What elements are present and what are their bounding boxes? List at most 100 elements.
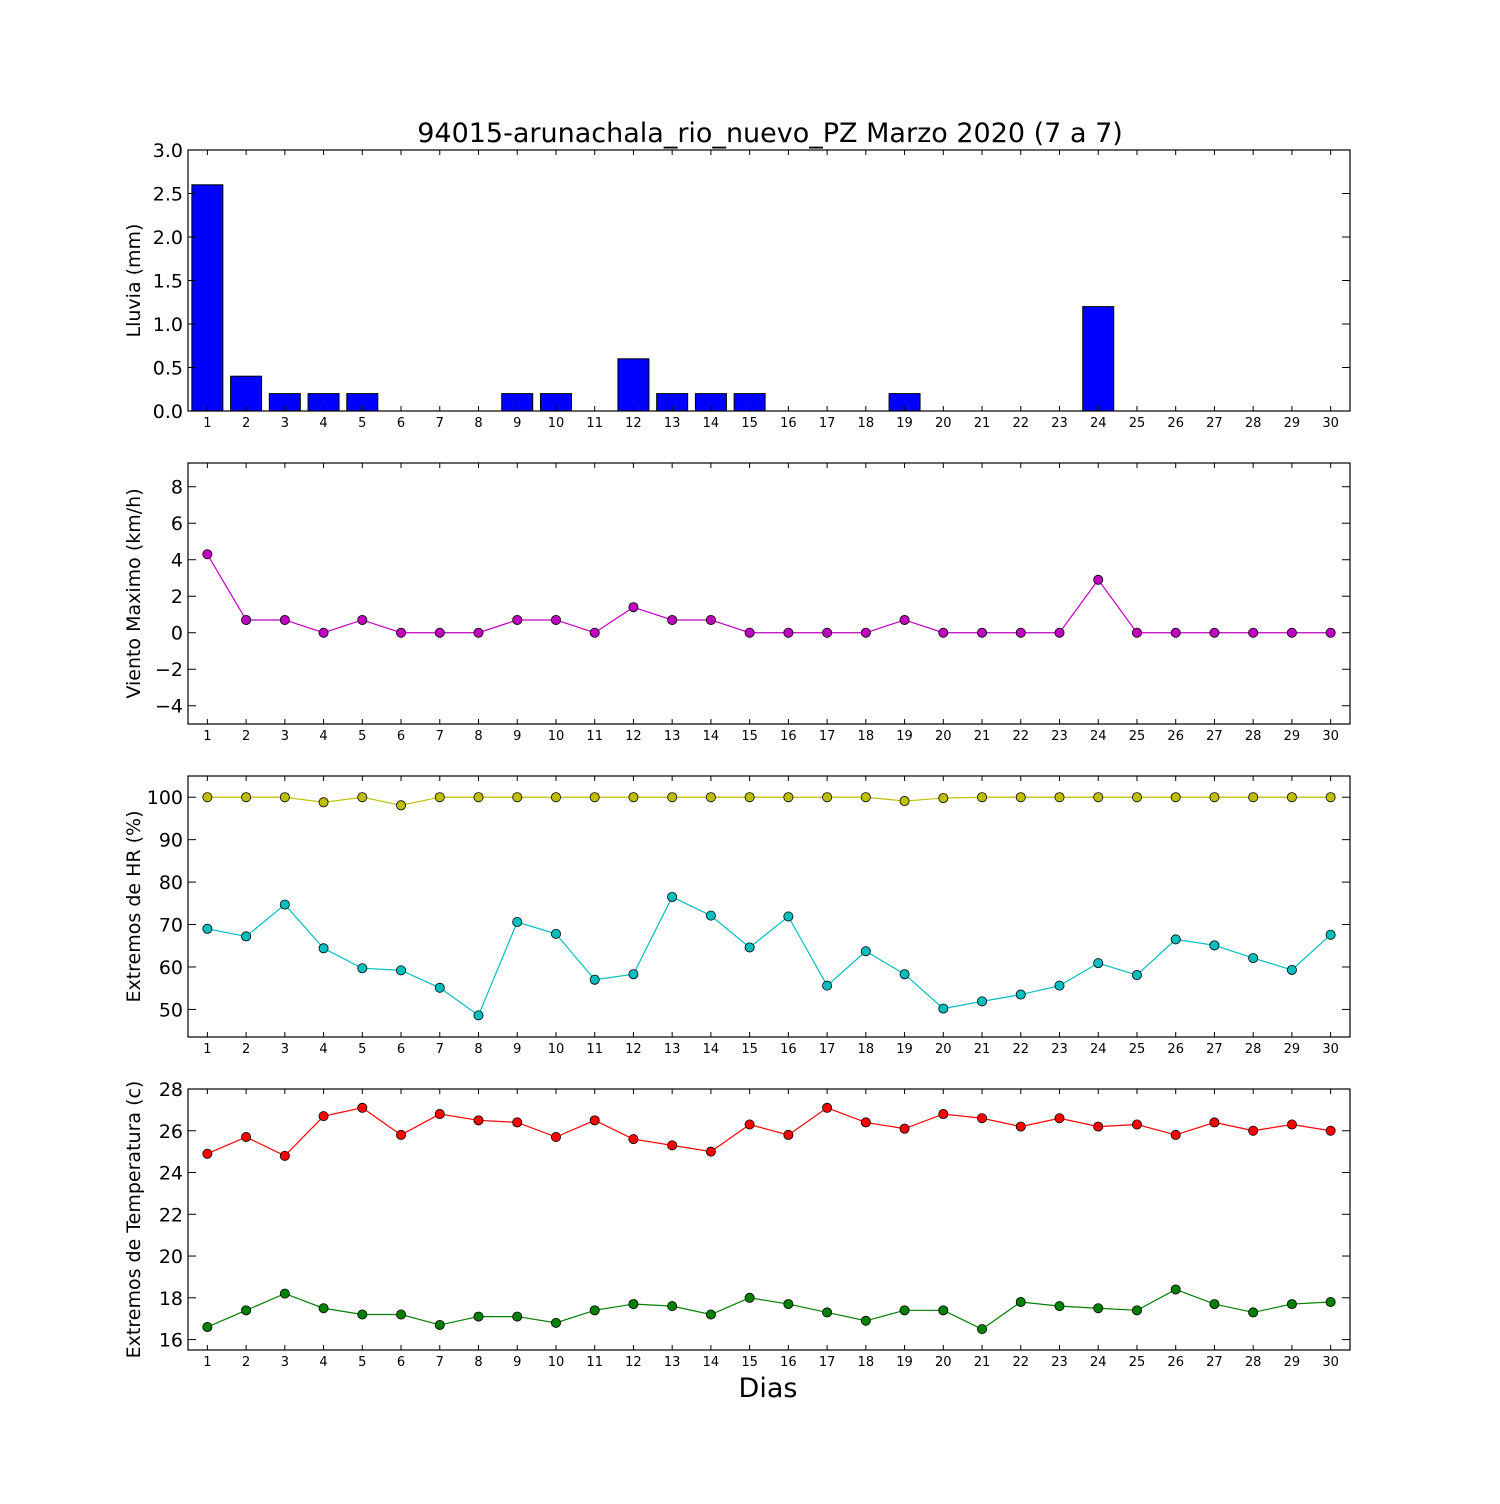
data-point: [1286, 792, 1297, 803]
data-point: [1054, 792, 1065, 803]
data-point: [241, 792, 252, 803]
x-tick-label: 2: [242, 1355, 250, 1370]
x-tick-label: 8: [474, 1355, 482, 1370]
data-point: [628, 1134, 639, 1145]
data-point: [1248, 627, 1259, 638]
data-point: [550, 792, 561, 803]
data-point: [705, 792, 716, 803]
x-tick-label: 28: [1245, 1355, 1262, 1370]
data-point: [667, 1140, 678, 1151]
data-point: [1248, 1307, 1259, 1318]
data-point: [977, 1324, 988, 1335]
x-tick-label: 5: [358, 729, 366, 744]
data-point: [628, 1299, 639, 1310]
data-point: [550, 1132, 561, 1143]
x-tick-label: 14: [703, 1355, 720, 1370]
data-point: [628, 969, 639, 980]
y-tick-label: 18: [159, 1288, 183, 1310]
y-tick-label: 0: [171, 623, 183, 645]
data-point: [318, 1303, 329, 1314]
axes-frame: [187, 775, 1351, 1038]
x-tick-label: 30: [1322, 729, 1339, 744]
y-axis-label: Viento Maximo (km/h): [123, 488, 145, 698]
x-tick-label: 7: [436, 1042, 444, 1057]
data-point: [1325, 1125, 1336, 1136]
x-tick-label: 19: [896, 1355, 913, 1370]
data-point: [744, 627, 755, 638]
data-point: [1093, 958, 1104, 969]
data-point: [1325, 1296, 1336, 1307]
x-tick-label: 18: [858, 1042, 875, 1057]
subplot-3: 1 2 3 4 5 6 7 8 9 10 11 12 13 14 15 16 17 18 19 20 21 22 23 24 2…: [123, 775, 1351, 1057]
data-point: [396, 1129, 407, 1140]
data-point: [279, 899, 290, 910]
x-tick-label: 2: [242, 416, 250, 431]
y-tick-label: 2: [171, 586, 183, 608]
data-point: [1093, 792, 1104, 803]
data-point: [396, 965, 407, 976]
series-line-1: [206, 553, 1331, 634]
data-point: [1286, 627, 1297, 638]
x-tick-label: 19: [896, 416, 913, 431]
x-tick-label: 29: [1284, 1042, 1301, 1057]
data-point: [822, 1307, 833, 1318]
data-point: [860, 1315, 871, 1326]
data-point: [1054, 1301, 1065, 1312]
x-tick-label: 23: [1051, 729, 1068, 744]
data-point: [705, 614, 716, 625]
y-tick-label: −4: [155, 696, 183, 718]
data-point: [938, 1109, 949, 1120]
data-point: [279, 614, 290, 625]
x-tick-label: 11: [586, 416, 603, 431]
x-tick-label: 24: [1090, 416, 1107, 431]
x-tick-label: 23: [1051, 1355, 1068, 1370]
y-tick-label: 0.5: [153, 358, 183, 380]
x-tick-label: 4: [319, 729, 327, 744]
data-point: [1054, 627, 1065, 638]
y-tick-label: 2.0: [153, 227, 183, 249]
data-point: [357, 792, 368, 803]
y-tick-label: 24: [159, 1163, 183, 1185]
data-point: [1015, 1296, 1026, 1307]
subplot-4: 1 2 3 4 5 6 7 8 9 10 11 12 13 14 15 16 17 18 19 20 21 22 23 24 2…: [123, 1079, 1351, 1370]
series-line-1: [207, 1107, 1331, 1157]
x-tick-label: 4: [319, 1042, 327, 1057]
series-line-2: [207, 896, 1332, 1017]
data-point: [977, 996, 988, 1007]
x-tick-label: 25: [1129, 416, 1146, 431]
y-tick-label: 3.0: [153, 140, 183, 162]
data-point: [667, 891, 678, 902]
y-tick-label: 8: [171, 477, 183, 499]
y-tick-label: 6: [171, 513, 183, 535]
y-tick-label: 80: [159, 872, 183, 894]
x-tick-label: 24: [1090, 1355, 1107, 1370]
data-point: [279, 1288, 290, 1299]
data-point: [938, 793, 949, 804]
data-point: [744, 1119, 755, 1130]
x-tick-label: 14: [703, 1042, 720, 1057]
data-point: [667, 614, 678, 625]
x-tick-label: 26: [1167, 416, 1184, 431]
x-tick-label: 27: [1206, 1355, 1223, 1370]
x-tick-label: 9: [513, 1355, 521, 1370]
y-tick-label: 16: [159, 1330, 183, 1352]
x-tick-label: 7: [436, 416, 444, 431]
series-line-2: [207, 1288, 1331, 1330]
data-point: [318, 943, 329, 954]
data-point: [512, 1311, 523, 1322]
subplot-1: 1 2 3 4 5 6 7 8 9 10 11 12 13 14 15 16 17 18 19 20 21 22 23 24 2…: [123, 140, 1351, 431]
x-tick-label: 25: [1129, 1042, 1146, 1057]
x-tick-label: 8: [474, 1042, 482, 1057]
x-tick-label: 10: [548, 1042, 565, 1057]
data-point: [822, 980, 833, 991]
series-line-1: [207, 796, 1331, 806]
x-tick-label: 2: [242, 1042, 250, 1057]
x-tick-label: 14: [703, 416, 720, 431]
y-tick-label: 60: [159, 957, 183, 979]
data-point: [434, 627, 445, 638]
data-point: [241, 614, 252, 625]
x-tick-label: 16: [780, 1355, 797, 1370]
x-tick-label: 24: [1090, 729, 1107, 744]
data-point: [977, 1113, 988, 1124]
data-point: [899, 1123, 910, 1134]
